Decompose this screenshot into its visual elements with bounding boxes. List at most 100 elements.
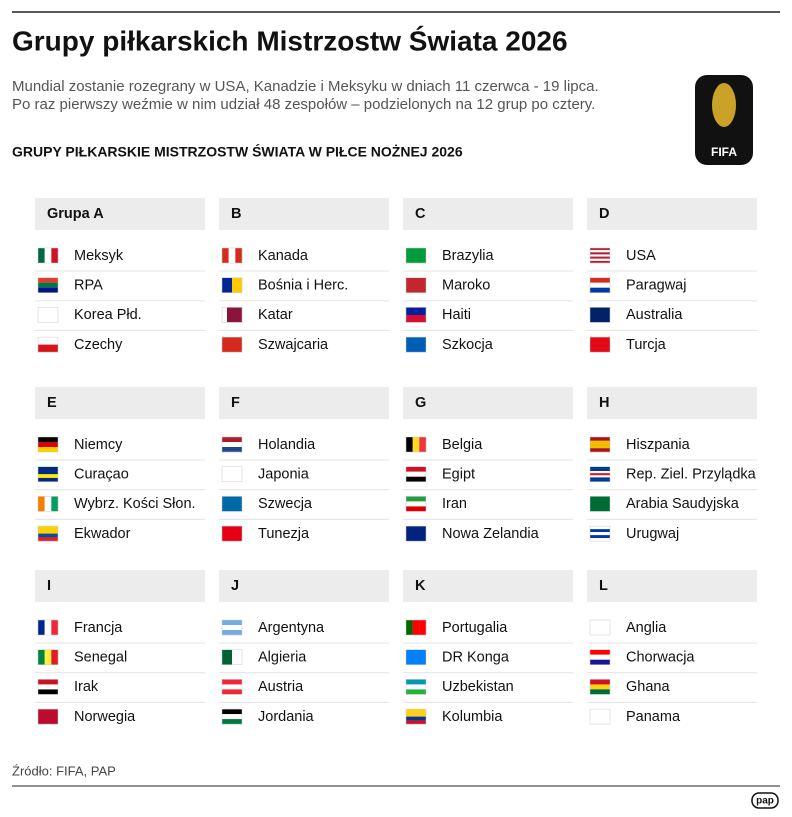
flag-border — [405, 708, 427, 725]
flag — [221, 277, 243, 293]
flag-stripe — [590, 659, 610, 665]
flag — [589, 496, 611, 512]
flag-stripe — [38, 337, 58, 345]
flag-stripe — [222, 496, 242, 512]
team-name: Hiszpania — [626, 437, 691, 453]
flag-stripe — [406, 720, 426, 725]
flag-stripe — [38, 537, 58, 542]
flag-stripe — [38, 307, 58, 323]
flag-stripe — [590, 468, 610, 472]
group-name: E — [47, 395, 57, 411]
flag — [405, 307, 427, 323]
flag-stripe — [406, 620, 413, 635]
team-name: Kolumbia — [442, 709, 503, 725]
flag-stripe — [406, 307, 426, 315]
flag — [221, 619, 243, 636]
fifa-logo: FIFA — [695, 75, 753, 165]
flag — [37, 708, 59, 725]
flag-stripe — [222, 630, 242, 636]
team-name: RPA — [74, 278, 103, 294]
flag-stripe — [590, 649, 610, 655]
flag-border — [589, 466, 611, 482]
flag-stripe — [38, 437, 58, 443]
flag — [37, 649, 59, 665]
team-name: Norwegia — [74, 709, 136, 725]
flag-stripe — [590, 260, 610, 264]
flag — [589, 307, 611, 323]
flag-stripe — [590, 258, 610, 261]
team-name: Chorwacja — [626, 650, 695, 666]
flag-stripe — [38, 282, 58, 288]
flag-stripe — [590, 252, 610, 255]
team-name: Portugalia — [442, 620, 508, 636]
flag-border — [405, 496, 427, 512]
flag — [405, 679, 427, 695]
flag-stripe — [406, 337, 426, 353]
flag-stripe — [38, 248, 45, 263]
flag-border — [589, 496, 611, 512]
group-header — [35, 570, 205, 602]
flag — [589, 619, 611, 636]
flag-stripe — [222, 437, 242, 443]
team-name: Szkocja — [442, 337, 494, 353]
flag-stripe — [590, 684, 610, 690]
flag-border — [37, 496, 59, 512]
flag-stripe — [590, 287, 610, 293]
flag-stripe — [44, 248, 52, 263]
flag — [221, 708, 243, 725]
flag-stripe — [406, 471, 426, 477]
flag-stripe — [590, 444, 610, 449]
group-header — [35, 387, 205, 419]
flag — [405, 436, 427, 453]
flag-border — [589, 619, 611, 636]
flag-stripe — [590, 254, 610, 257]
subtitle: Mundial zostanie rozegrany w USA, Kanadz… — [12, 78, 599, 95]
team-name: Nowa Zelandia — [442, 526, 540, 542]
flag-stripe — [38, 344, 58, 353]
team-name: Ghana — [626, 679, 670, 695]
flag-stripe — [38, 649, 45, 665]
flag-stripe — [222, 526, 242, 542]
flag — [405, 525, 427, 542]
flag-border — [589, 525, 611, 542]
flag-border — [405, 277, 427, 293]
pap-logo-text: pap — [756, 796, 774, 807]
flag — [221, 436, 243, 453]
flag-stripe — [590, 250, 610, 253]
flag-border — [405, 649, 427, 665]
group-header — [219, 570, 389, 602]
flag-border — [37, 525, 59, 542]
flag — [589, 336, 611, 353]
flag-stripe — [590, 654, 610, 660]
flag-stripe — [590, 473, 610, 476]
flag-stripe — [590, 529, 610, 533]
trophy — [712, 83, 736, 127]
flag — [589, 649, 611, 665]
flag-stripe — [235, 248, 243, 263]
flag-stripe — [406, 314, 426, 323]
flag-stripe — [406, 437, 413, 452]
team-name: Jordania — [258, 709, 315, 725]
flag-stripe — [51, 248, 59, 263]
flag-stripe — [406, 248, 426, 264]
team-name: Anglia — [626, 620, 667, 636]
flag-border — [37, 679, 59, 695]
flag-stripe — [406, 684, 426, 690]
flag — [589, 708, 611, 725]
flag-border — [589, 649, 611, 665]
team-name: Maroko — [442, 278, 490, 294]
source: Źródło: FIFA, PAP — [12, 763, 116, 778]
flag-border — [405, 525, 427, 542]
flag — [589, 466, 611, 482]
flag-stripe — [44, 496, 52, 512]
flag — [589, 679, 611, 695]
flag — [221, 496, 243, 512]
flag-stripe — [406, 506, 426, 512]
flag-stripe — [222, 620, 242, 626]
flag-border — [221, 619, 243, 636]
flag-stripe — [590, 256, 610, 259]
flag-border — [221, 679, 243, 695]
flag-stripe — [222, 277, 233, 293]
flag-stripe — [38, 474, 58, 479]
